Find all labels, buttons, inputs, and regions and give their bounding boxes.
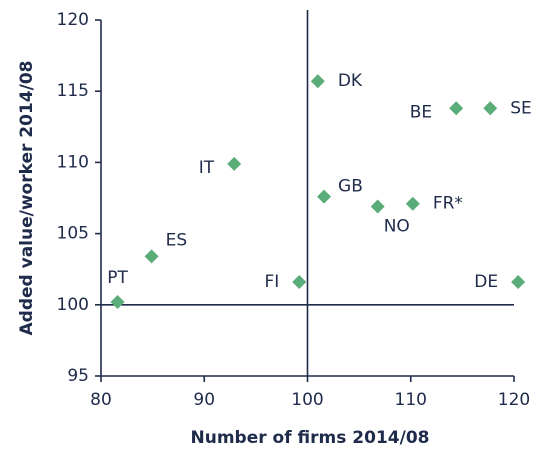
point-label: SE	[510, 98, 532, 118]
x-tick-label: 80	[90, 390, 112, 410]
point	[405, 196, 420, 211]
y-tick-label: 95	[67, 366, 89, 386]
point	[144, 249, 159, 264]
point	[511, 275, 526, 290]
x-tick-label: 100	[291, 390, 323, 410]
point	[110, 294, 125, 309]
point	[310, 74, 325, 89]
point-label: GB	[338, 177, 363, 197]
point	[370, 199, 385, 214]
x-tick-label: 120	[498, 390, 530, 410]
y-tick-label: 110	[57, 152, 89, 172]
y-tick-label: 100	[57, 295, 89, 315]
point-label: PT	[107, 268, 128, 288]
x-axis-title: Number of firms 2014/08	[191, 428, 430, 448]
point-label: ES	[166, 230, 188, 250]
point-label: BE	[410, 102, 432, 122]
point	[292, 275, 307, 290]
point	[227, 156, 242, 171]
point	[483, 101, 498, 116]
point-label: DK	[338, 71, 363, 91]
point	[449, 101, 464, 116]
point-label: DE	[474, 272, 498, 292]
point-label: FI	[264, 272, 279, 292]
y-axis-title: Added value/worker 2014/08	[17, 61, 37, 336]
y-tick-label: 105	[57, 224, 89, 244]
point-label: FR*	[433, 194, 463, 214]
y-tick-label: 115	[57, 81, 89, 101]
x-tick-label: 90	[193, 390, 215, 410]
point-label: NO	[384, 217, 410, 237]
point-label: IT	[199, 158, 215, 178]
y-tick-label: 120	[57, 10, 89, 30]
point	[317, 189, 332, 204]
x-tick-label: 110	[395, 390, 427, 410]
